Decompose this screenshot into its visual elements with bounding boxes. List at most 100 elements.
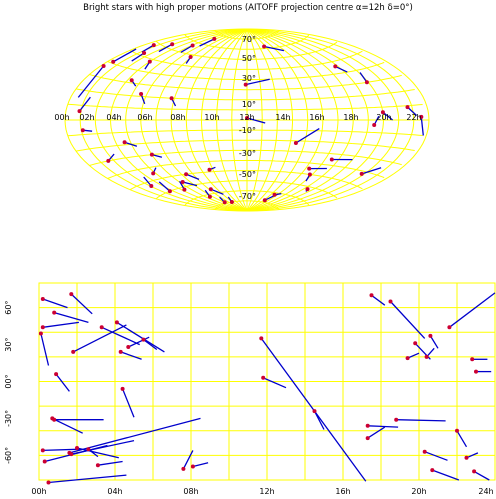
figure-title: Bright stars with high proper motions (A… (83, 3, 413, 13)
rect-motion-vector (449, 292, 496, 328)
rect-star-point (86, 447, 91, 452)
rect-motion-vector (367, 425, 399, 428)
rect-star-point (69, 452, 74, 457)
rect-star-point (369, 293, 374, 298)
aitoff-motion-vector (382, 111, 394, 121)
aitoff-motion-vector (210, 188, 224, 195)
aitoff-motion-vector (158, 181, 171, 192)
rect-frame (38, 282, 496, 481)
aitoff-dec-tick-label: 30° (242, 74, 256, 83)
rectangular-sky-map: 00h 04h 08h 12h 16h 20h 24h 60° 30° 00° -30° -60° (4, 282, 496, 496)
aitoff-parallel (67, 103, 423, 111)
aitoff-star-point (307, 172, 312, 177)
aitoff-star-point (180, 180, 185, 184)
aitoff-star-point (182, 187, 187, 192)
aitoff-parallel (214, 200, 279, 210)
aitoff-motion-vector (420, 116, 424, 136)
rect-motion-vector (52, 417, 83, 434)
aitoff-star-point (405, 105, 410, 110)
rect-motion-vector (473, 470, 490, 481)
aitoff-star-point (419, 114, 424, 119)
rect-motion-vector (432, 469, 460, 481)
rect-motion-vector (101, 326, 140, 346)
aitoff-star-markers (77, 36, 424, 205)
aitoff-parallel (107, 159, 385, 179)
aitoff-star-point (380, 110, 385, 115)
rect-star-point (394, 417, 399, 422)
aitoff-dec-tick-label: -70° (239, 192, 256, 201)
rect-star-point (261, 375, 266, 380)
aitoff-ra-tick-label: 22h (406, 113, 421, 122)
rect-star-point (312, 409, 317, 414)
rect-star-point (40, 325, 45, 330)
aitoff-motion-vector (131, 52, 145, 62)
rect-star-point (464, 455, 469, 460)
rect-star-point (52, 417, 57, 422)
rect-motion-vector (55, 373, 70, 392)
aitoff-star-point (129, 78, 134, 83)
rect-star-point (69, 292, 74, 297)
rect-motion-vector (396, 419, 446, 422)
rect-star-point (472, 469, 477, 474)
aitoff-star-point (245, 116, 249, 120)
aitoff-motion-vector (77, 65, 105, 98)
rect-star-point (428, 333, 433, 338)
rect-star-point (447, 325, 452, 330)
rect-star-point (259, 336, 264, 341)
rect-motion-vector (88, 448, 99, 458)
aitoff-motion-vector (295, 128, 320, 144)
rect-star-point (126, 345, 131, 349)
rect-star-point (405, 356, 410, 361)
rectangular-grid (38, 282, 496, 481)
aitoff-dec-tick-label: -30° (239, 149, 256, 158)
rect-motion-vector (72, 324, 127, 353)
rect-star-point (40, 448, 45, 453)
rect-star-point (75, 446, 79, 450)
rect-x-tick-label: 00h (31, 487, 46, 496)
rect-star-point (120, 386, 125, 391)
rect-star-point (470, 357, 475, 362)
rect-y-tick-label: 00° (4, 374, 13, 388)
rect-y-tick-label: 30° (4, 338, 13, 352)
aitoff-parallel (129, 49, 363, 70)
rect-motion-vector (120, 351, 142, 360)
rect-motion-vector (466, 452, 479, 459)
aitoff-dec-tick-label: -50° (239, 170, 256, 179)
rect-motion-vector (143, 339, 158, 351)
aitoff-star-point (307, 166, 312, 171)
aitoff-star-point (142, 51, 147, 55)
aitoff-star-point (170, 42, 175, 47)
rect-star-point (42, 459, 47, 464)
aitoff-star-point (169, 96, 174, 101)
aitoff-motion-vector (361, 167, 382, 175)
aitoff-star-point (207, 167, 212, 172)
aitoff-star-point (149, 184, 154, 188)
aitoff-star-point (207, 194, 212, 199)
aitoff-dec-tick-label: 10° (242, 100, 256, 109)
aitoff-dec-tick-label: 70° (242, 35, 256, 44)
aitoff-motion-vector (246, 117, 266, 124)
aitoff-parallel (89, 74, 402, 91)
aitoff-star-point (106, 158, 111, 163)
aitoff-star-point (243, 82, 248, 87)
aitoff-parallel (184, 34, 310, 50)
rect-motion-vector (429, 335, 439, 349)
rect-motion-vector (70, 293, 93, 315)
aitoff-star-point (80, 128, 85, 133)
aitoff-motion-vector (263, 45, 285, 52)
aitoff-star-point (262, 44, 267, 49)
rect-motion-vector (407, 352, 420, 359)
aitoff-motion-vector (158, 43, 173, 53)
aitoff-ra-tick-label: 06h (137, 113, 152, 122)
rect-star-point (424, 354, 429, 359)
rect-motion-vector (390, 301, 426, 339)
rect-star-point (52, 310, 57, 315)
rect-motion-vector (71, 439, 135, 455)
aitoff-motion-vector (78, 96, 91, 112)
aitoff-star-point (77, 109, 82, 114)
aitoff-star-point (329, 157, 334, 162)
rect-motion-vector (192, 462, 209, 468)
aitoff-star-point (111, 59, 116, 64)
aitoff-star-point (151, 171, 156, 176)
